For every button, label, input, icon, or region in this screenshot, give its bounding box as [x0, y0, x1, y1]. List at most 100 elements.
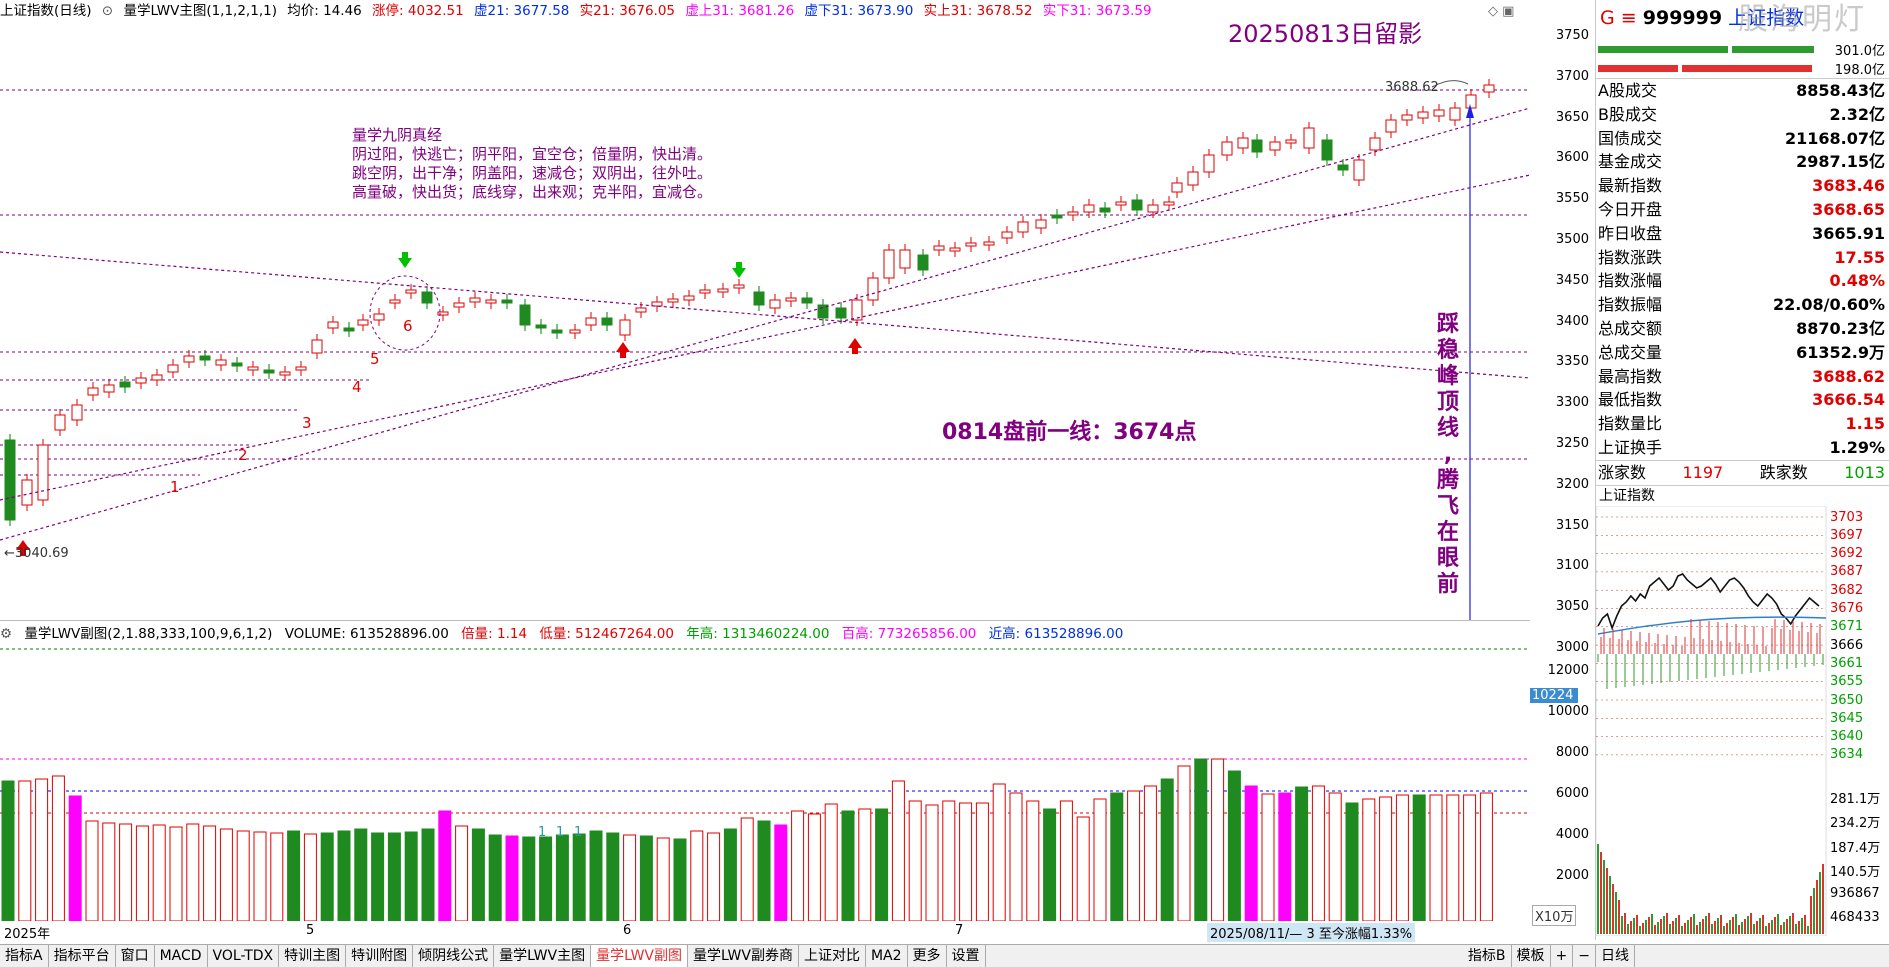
candle [231, 362, 243, 367]
mini-vol-axis-label: 281.1万 [1830, 791, 1881, 807]
candle [785, 297, 797, 302]
price-axis-label: 3700 [1555, 68, 1589, 84]
candle [1099, 207, 1111, 213]
candle [1171, 182, 1183, 193]
candle [983, 241, 995, 246]
dropdown-icon[interactable]: ⊙ [101, 3, 114, 19]
candle [1449, 107, 1461, 121]
price-axis: 3750 3700 3650 3600 3550 3500 3450 3400 3350 3300… [1530, 0, 1596, 940]
watermark: 股海明灯 [1738, 2, 1866, 37]
tab-indicator-6[interactable]: 特训附图 [346, 945, 414, 967]
quote-label: 今日开盘 [1598, 199, 1663, 219]
candle [769, 299, 781, 309]
tab-indicator-b[interactable]: 指标B [1463, 945, 1512, 967]
quote-value: 0.48% [1829, 271, 1885, 291]
candle [619, 319, 631, 336]
tab-indicator-12[interactable]: MA2 [866, 945, 908, 967]
candle [135, 377, 147, 384]
tab-indicator-3[interactable]: MACD [155, 945, 208, 967]
volume-bar [1127, 790, 1141, 921]
volume-chart[interactable]: 1 1 1 2025年 5 6 7 2025/08/11/— 3 至今涨幅1.3… [0, 620, 1530, 942]
price-axis-label: 3200 [1555, 476, 1589, 492]
volume-bar [1026, 800, 1040, 921]
tab-indicator-2[interactable]: 窗口 [116, 945, 155, 967]
volume-bar [68, 795, 82, 921]
tab-indicator-10[interactable]: 量学LWV副券商 [688, 945, 799, 967]
tab-add[interactable]: + [1551, 945, 1574, 967]
tab-indicator-11[interactable]: 上证对比 [799, 945, 866, 967]
candle [311, 339, 323, 354]
mini-axis-label: 3697 [1830, 527, 1864, 543]
volume-bar [236, 830, 250, 921]
candle [667, 298, 679, 303]
candle [54, 414, 66, 431]
verse-line: 高量破，快出货；底线穿，出来观；克半阳，宜减仓。 [352, 183, 713, 201]
tab-indicator-5[interactable]: 特训主图 [279, 945, 347, 967]
shixia31-value: 实下31: 3673.59 [1042, 3, 1152, 19]
quote-row: 最新指数 3683.46 [1596, 174, 1889, 198]
quote-label: 指数涨跌 [1598, 247, 1663, 267]
candle [1321, 139, 1333, 161]
quote-value: 3668.65 [1812, 199, 1885, 219]
mini-vol-axis-label: 936867 [1830, 885, 1880, 901]
baigao-value: 百高: 773265856.00 [841, 626, 977, 642]
candle [1083, 204, 1095, 213]
sub-indicator-name[interactable]: 量学LWV副图(2,1.88,333,100,9,6,1,2) [24, 626, 273, 642]
volume-bar [690, 830, 704, 921]
quote-value: 61352.9万 [1796, 342, 1885, 362]
circle-mark-6 [369, 275, 441, 351]
volume-bar [1463, 794, 1477, 921]
price-axis-label: 3350 [1555, 354, 1589, 370]
volume-axis-label: 8000 [1555, 745, 1589, 760]
symbol-title[interactable]: 上证指数(日线) [0, 3, 92, 19]
menu-icon[interactable]: ≡ [1620, 7, 1637, 29]
volume-bar [270, 832, 284, 921]
mini-axis-label: 3671 [1830, 619, 1864, 635]
quote-value: 1.29% [1829, 437, 1885, 457]
window-icon[interactable]: ▣ [1502, 4, 1515, 19]
candle [569, 329, 581, 334]
price-axis-label: 3450 [1555, 272, 1589, 288]
candle [199, 355, 211, 361]
candle [1017, 221, 1029, 233]
mini-chart[interactable]: 3703 3697 3692 3687 3682 3676 3671 3666 3661 3655… [1596, 505, 1889, 936]
kline-chart[interactable]: 上证指数(日线) ⊙ 量学LWV主图(1,1,2,1,1) 均价: 14.46 … [0, 0, 1531, 620]
tab-remove[interactable]: − [1573, 945, 1596, 967]
tab-indicator-1[interactable]: 指标平台 [49, 945, 116, 967]
tab-indicator-13[interactable]: 更多 [908, 945, 947, 967]
volume-unit: X10万 [1532, 905, 1577, 926]
tab-indicator-8[interactable]: 量学LWV主图 [494, 945, 592, 967]
volume-bar [1009, 792, 1023, 921]
diamond-icon[interactable]: ◇ [1488, 4, 1498, 19]
green-down-arrow [398, 252, 412, 268]
quote-value: 3683.46 [1812, 176, 1885, 196]
tab-template[interactable]: 模板 [1512, 945, 1551, 967]
gear-icon[interactable]: ⚙ [0, 626, 13, 642]
quote-value: 8858.43亿 [1796, 81, 1885, 100]
indicator-name[interactable]: 量学LWV主图(1,1,2,1,1) [123, 3, 277, 19]
sub-indicator-header: ⚙ 量学LWV副图(2,1.88,333,100,9,6,1,2) VOLUME… [0, 624, 1131, 644]
candle [1067, 211, 1079, 216]
tab-indicator-4[interactable]: VOL-TDX [208, 945, 280, 967]
volume-bar [287, 830, 301, 921]
volume-bar [1093, 798, 1107, 921]
tab-daily[interactable]: 日线 [1596, 945, 1635, 967]
mini-vol-axis-label: 140.5万 [1830, 865, 1881, 881]
volume-bar [908, 800, 922, 921]
candle [21, 479, 33, 506]
tab-indicator-14[interactable]: 设置 [947, 945, 986, 967]
tab-indicator-0[interactable]: 指标A [0, 945, 49, 967]
volume-bar [387, 832, 401, 921]
candlestick-area [0, 79, 1530, 620]
tab-indicator-7[interactable]: 倾阴线公式 [413, 945, 495, 967]
shishang31-value: 实上31: 3678.52 [923, 3, 1033, 19]
candle [405, 289, 417, 294]
candle [601, 317, 613, 326]
candle [519, 304, 531, 326]
volume-bar [572, 833, 586, 921]
x-axis-label: 6 [623, 923, 632, 938]
volume-bar [488, 834, 502, 921]
tab-indicator-9[interactable]: 量学LWV副图 [591, 945, 689, 967]
volume-bar [303, 833, 317, 921]
candle [1417, 111, 1429, 119]
